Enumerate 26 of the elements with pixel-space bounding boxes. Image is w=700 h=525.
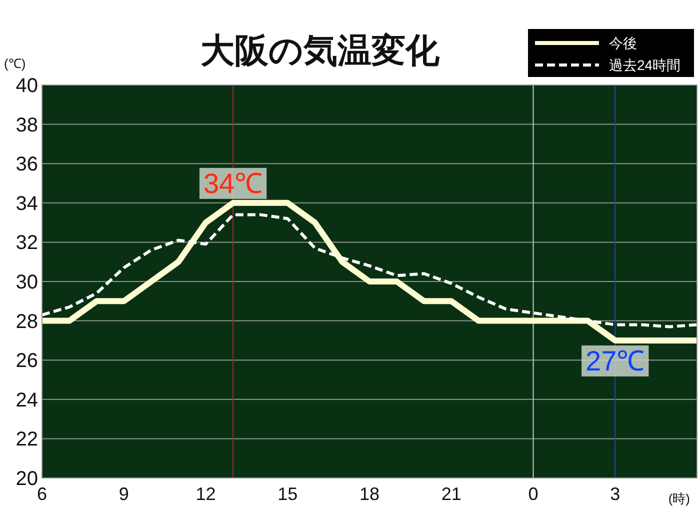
x-tick-label: 3 [610, 484, 620, 504]
y-tick-label: 30 [16, 272, 38, 294]
y-tick-label: 20 [16, 468, 38, 490]
y-tick-label: 38 [16, 114, 38, 136]
x-tick-label: 6 [36, 484, 48, 504]
y-tick-label: 36 [16, 154, 38, 176]
y-tick-label: 28 [16, 310, 38, 333]
y-tick-label: 26 [16, 350, 38, 372]
x-tick-label: 0 [528, 484, 538, 504]
y-tick-label: 22 [16, 428, 38, 451]
x-tick-label: 15 [278, 484, 298, 504]
x-tick-label: 21 [441, 484, 462, 504]
y-tick-label: 40 [16, 75, 38, 97]
y-axis-title: (℃) [4, 56, 26, 71]
y-tick-label: 34 [16, 192, 38, 215]
annotation: 34℃ [203, 168, 263, 199]
annotation: 27℃ [586, 345, 645, 376]
legend-label: 今後 [609, 35, 637, 51]
y-tick-label: 24 [16, 389, 38, 412]
y-tick-label: 32 [16, 232, 38, 254]
chart-title: 大阪の気温変化 [200, 32, 440, 70]
x-axis-title: (時) [668, 491, 690, 506]
legend-label: 過去24時間 [609, 57, 681, 73]
x-tick-label: 12 [196, 484, 216, 504]
x-tick-label: 18 [359, 484, 380, 504]
x-tick-label: 9 [118, 484, 129, 504]
